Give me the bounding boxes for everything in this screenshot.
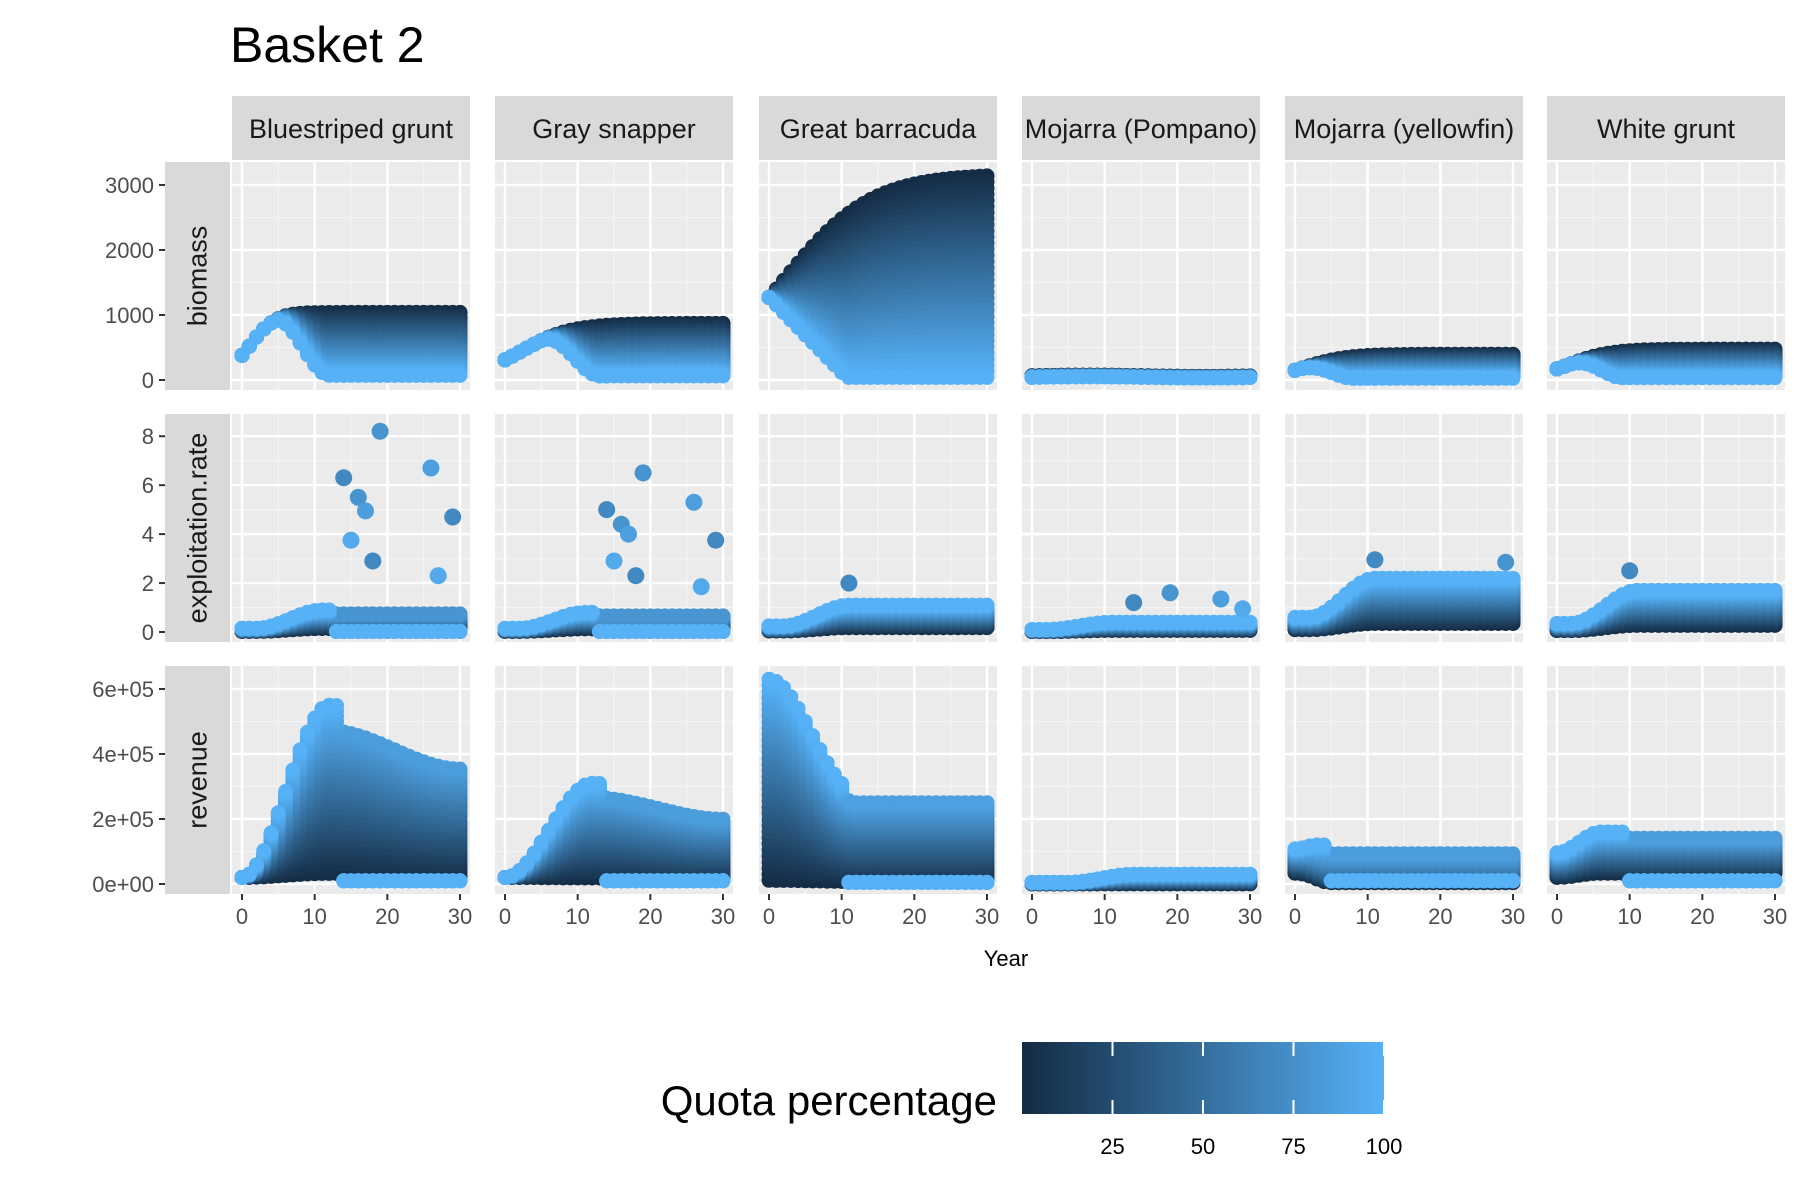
data-point xyxy=(715,368,731,384)
panel-biomass-gray-snapper xyxy=(495,162,733,390)
data-point xyxy=(452,367,468,383)
strip-label: Mojarra (yellowfin) xyxy=(1294,114,1515,144)
strip-mojarra-yellowfin: Mojarra (yellowfin) xyxy=(1285,96,1523,160)
data-point xyxy=(292,742,308,758)
outlier-point xyxy=(429,567,447,585)
strip-label: White grunt xyxy=(1597,114,1736,144)
points xyxy=(234,422,468,639)
strip-row-label: exploitation.rate xyxy=(183,433,213,624)
outlier-point xyxy=(364,552,382,570)
data-point xyxy=(299,724,315,740)
data-point xyxy=(321,602,337,618)
strip-row-revenue: revenue xyxy=(165,666,230,894)
strip-row-exploitation-rate: exploitation.rate xyxy=(165,414,230,642)
data-point xyxy=(452,606,468,622)
data-point xyxy=(249,857,264,873)
data-point xyxy=(299,347,315,363)
chart-title: Basket 2 xyxy=(230,17,425,73)
points xyxy=(234,304,468,383)
data-point xyxy=(256,843,272,859)
data-point xyxy=(285,324,301,340)
strip-row-label: revenue xyxy=(183,731,213,829)
strip-white-grunt: White grunt xyxy=(1547,96,1785,160)
strip-row-biomass: biomass xyxy=(165,162,230,390)
strip-great-barracuda: Great barracuda xyxy=(759,96,997,160)
data-point xyxy=(452,873,468,889)
data-point xyxy=(452,761,468,777)
strip-label: Bluestriped grunt xyxy=(249,114,454,144)
data-point xyxy=(292,335,308,351)
outlier-point xyxy=(349,488,367,506)
points xyxy=(497,315,731,384)
strip-label: Gray snapper xyxy=(532,114,696,144)
panel-exploitation-rate-bluestriped-grunt xyxy=(232,414,470,642)
panel-exploitation-rate-gray-snapper xyxy=(495,414,733,642)
outlier-point xyxy=(357,502,374,520)
data-point xyxy=(329,698,344,714)
data-point xyxy=(270,805,286,821)
strip-label: Great barracuda xyxy=(780,114,978,144)
row-strips: biomass exploitation.rate revenue xyxy=(165,162,230,894)
panel-biomass-bluestriped-grunt xyxy=(232,162,470,390)
strip-label: Mojarra (Pompano) xyxy=(1025,114,1258,144)
data-point xyxy=(285,762,301,778)
strip-mojarra-pompano: Mojarra (Pompano) xyxy=(1022,96,1260,160)
outlier-point xyxy=(444,508,462,526)
outlier-point xyxy=(335,469,353,487)
outlier-point xyxy=(342,531,360,549)
points xyxy=(497,464,731,639)
outlier-point xyxy=(422,459,440,477)
outlier-point xyxy=(371,422,389,440)
facet-panels xyxy=(232,162,1785,894)
data-point xyxy=(263,825,279,841)
column-strips: Bluestriped grunt Gray snapper Great barra… xyxy=(232,96,1785,160)
data-point xyxy=(452,624,468,639)
data-point xyxy=(278,783,294,799)
panel-revenue-bluestriped-grunt xyxy=(232,666,470,894)
points xyxy=(234,697,468,889)
strip-bluestriped-grunt: Bluestriped grunt xyxy=(232,96,470,160)
strip-row-label: biomass xyxy=(183,226,213,327)
strip-gray-snapper: Gray snapper xyxy=(495,96,733,160)
